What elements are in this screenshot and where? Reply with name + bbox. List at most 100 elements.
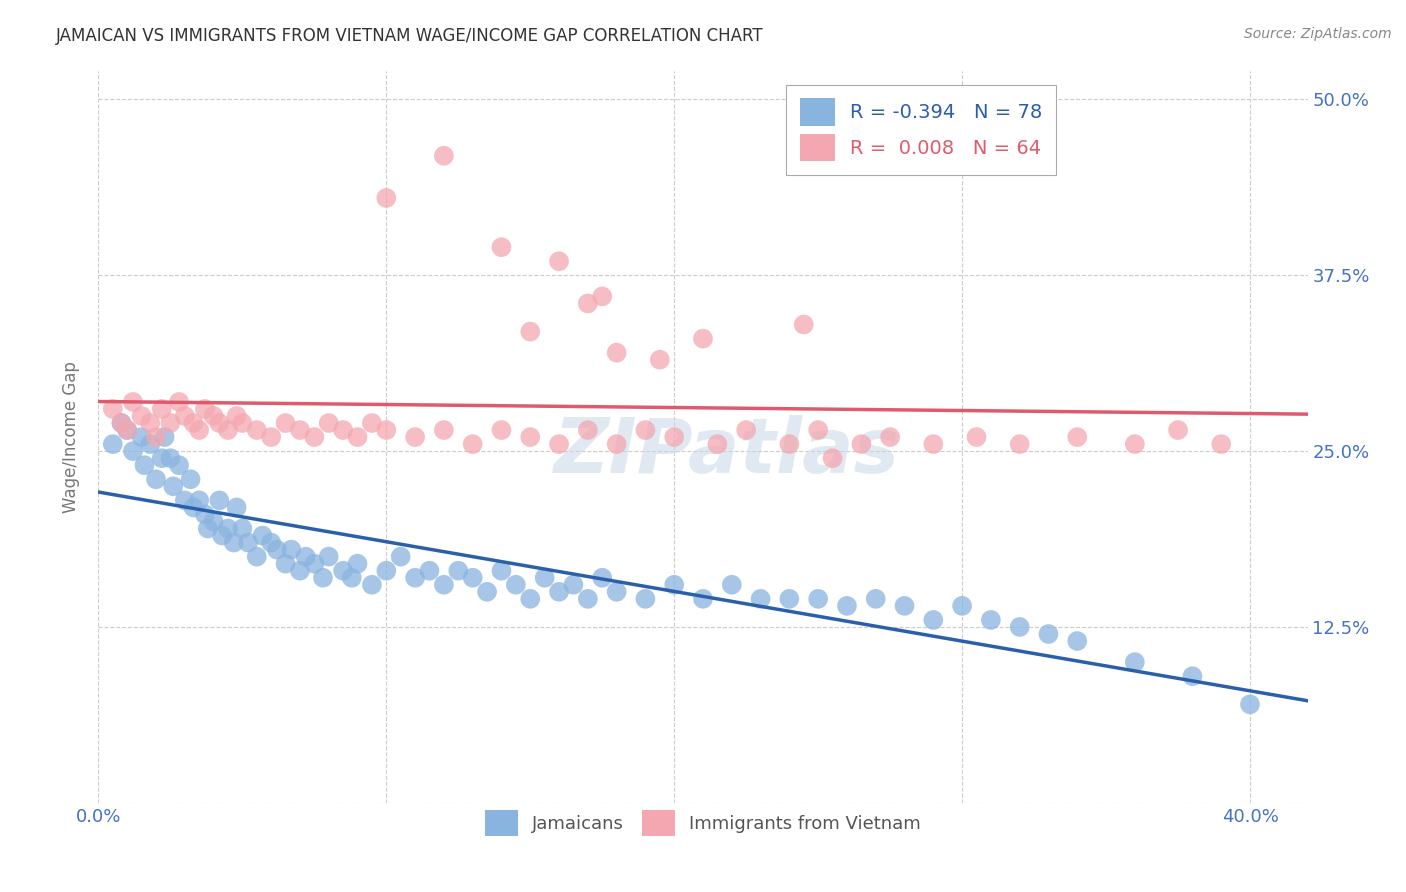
Point	[606, 437, 628, 451]
Legend: Jamaicans, Immigrants from Vietnam: Jamaicans, Immigrants from Vietnam	[477, 801, 929, 845]
Point	[576, 591, 599, 606]
Point	[159, 451, 181, 466]
Point	[576, 423, 599, 437]
Point	[318, 549, 340, 564]
Point	[735, 423, 758, 437]
Point	[197, 521, 219, 535]
Point	[288, 423, 311, 437]
Point	[340, 571, 363, 585]
Point	[222, 535, 245, 549]
Point	[807, 423, 830, 437]
Point	[548, 584, 571, 599]
Point	[591, 289, 613, 303]
Point	[778, 591, 800, 606]
Point	[236, 535, 259, 549]
Point	[194, 401, 217, 416]
Point	[404, 430, 426, 444]
Point	[122, 444, 145, 458]
Point	[139, 437, 162, 451]
Point	[461, 571, 484, 585]
Point	[260, 430, 283, 444]
Point	[217, 521, 239, 535]
Point	[150, 451, 173, 466]
Point	[418, 564, 440, 578]
Point	[131, 409, 153, 423]
Point	[194, 508, 217, 522]
Point	[318, 416, 340, 430]
Point	[217, 423, 239, 437]
Point	[208, 416, 231, 430]
Point	[159, 416, 181, 430]
Point	[475, 584, 498, 599]
Point	[591, 571, 613, 585]
Point	[202, 409, 225, 423]
Point	[288, 564, 311, 578]
Point	[266, 542, 288, 557]
Point	[720, 578, 742, 592]
Point	[491, 564, 513, 578]
Point	[922, 437, 945, 451]
Point	[1239, 698, 1261, 712]
Point	[980, 613, 1002, 627]
Point	[375, 564, 398, 578]
Point	[922, 613, 945, 627]
Point	[664, 578, 686, 592]
Point	[807, 591, 830, 606]
Point	[188, 423, 211, 437]
Point	[1008, 437, 1031, 451]
Point	[519, 430, 541, 444]
Point	[433, 149, 456, 163]
Point	[1167, 423, 1189, 437]
Point	[139, 416, 162, 430]
Point	[122, 395, 145, 409]
Point	[110, 416, 132, 430]
Point	[778, 437, 800, 451]
Point	[505, 578, 527, 592]
Point	[433, 578, 456, 592]
Text: ZIPatlas: ZIPatlas	[554, 415, 900, 489]
Point	[606, 345, 628, 359]
Point	[134, 458, 156, 473]
Point	[1123, 437, 1146, 451]
Point	[274, 557, 297, 571]
Point	[1181, 669, 1204, 683]
Point	[491, 240, 513, 254]
Point	[246, 423, 269, 437]
Point	[648, 352, 671, 367]
Point	[101, 401, 124, 416]
Point	[167, 458, 190, 473]
Point	[188, 493, 211, 508]
Point	[548, 254, 571, 268]
Point	[966, 430, 988, 444]
Point	[173, 493, 195, 508]
Point	[294, 549, 316, 564]
Y-axis label: Wage/Income Gap: Wage/Income Gap	[62, 361, 80, 513]
Point	[145, 430, 167, 444]
Point	[361, 416, 384, 430]
Point	[304, 557, 326, 571]
Point	[131, 430, 153, 444]
Point	[101, 437, 124, 451]
Point	[879, 430, 901, 444]
Point	[821, 451, 844, 466]
Point	[692, 591, 714, 606]
Point	[851, 437, 873, 451]
Point	[749, 591, 772, 606]
Point	[706, 437, 728, 451]
Point	[180, 472, 202, 486]
Point	[208, 493, 231, 508]
Point	[312, 571, 335, 585]
Point	[332, 423, 354, 437]
Point	[115, 423, 138, 437]
Point	[115, 423, 138, 437]
Point	[153, 430, 176, 444]
Point	[893, 599, 915, 613]
Point	[183, 500, 205, 515]
Point	[634, 423, 657, 437]
Point	[835, 599, 858, 613]
Point	[252, 528, 274, 542]
Point	[389, 549, 412, 564]
Point	[167, 395, 190, 409]
Point	[491, 423, 513, 437]
Point	[375, 423, 398, 437]
